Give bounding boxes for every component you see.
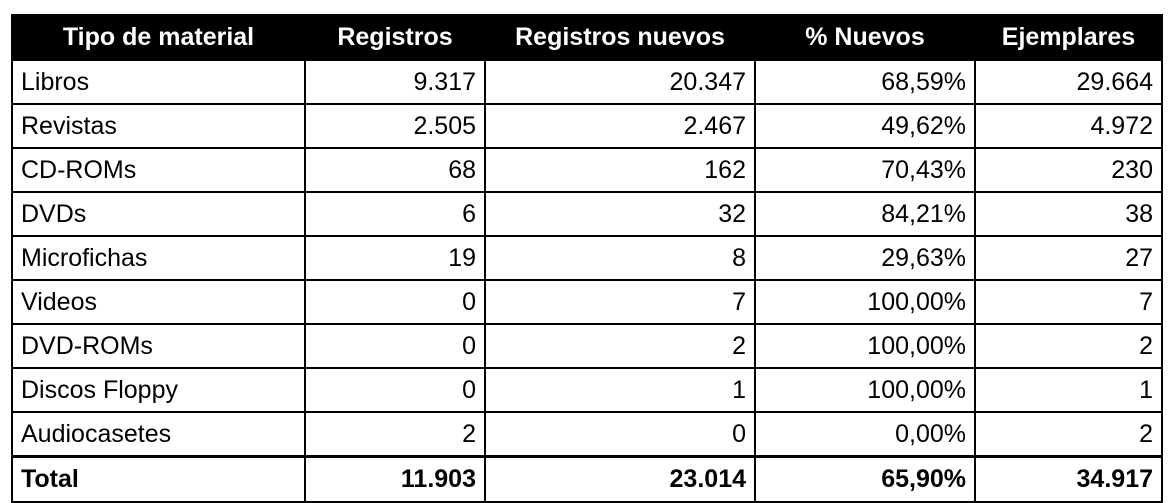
cell-tipo: Libros [11,59,306,105]
cell-registros: 2 [304,411,486,458]
cell-registros: 0 [304,367,486,413]
cell-registros-nuevos: 2 [484,323,756,369]
table-row: DVD-ROMs 0 2 100,00% 2 [11,323,1163,369]
table-row: Revistas 2.505 2.467 49,62% 4.972 [11,103,1163,149]
cell-porcentaje-nuevos: 70,43% [754,147,976,193]
cell-registros-nuevos: 1 [484,367,756,413]
cell-tipo: Audiocasetes [11,411,306,458]
cell-registros: 19 [304,235,486,281]
cell-registros-nuevos: 0 [484,411,756,458]
cell-registros-nuevos: 7 [484,279,756,325]
header-row: Tipo de material Registros Registros nue… [11,14,1163,61]
cell-porcentaje-nuevos: 100,00% [754,323,976,369]
cell-tipo: Microfichas [11,235,306,281]
cell-registros-nuevos: 8 [484,235,756,281]
cell-registros: 2.505 [304,103,486,149]
total-registros: 11.903 [304,455,486,503]
cell-ejemplares: 7 [974,279,1163,325]
cell-registros-nuevos: 32 [484,191,756,237]
table-row: DVDs 6 32 84,21% 38 [11,191,1163,237]
table-row: Discos Floppy 0 1 100,00% 1 [11,367,1163,413]
header-cell-tipo-de-material: Tipo de material [11,14,306,61]
cell-registros-nuevos: 2.467 [484,103,756,149]
header-cell-porcentaje-nuevos: % Nuevos [754,14,976,61]
materials-table: Tipo de material Registros Registros nue… [11,14,1163,503]
total-label: Total [11,455,306,503]
cell-ejemplares: 1 [974,367,1163,413]
cell-porcentaje-nuevos: 100,00% [754,279,976,325]
cell-registros: 6 [304,191,486,237]
total-ejemplares: 34.917 [974,455,1163,503]
cell-porcentaje-nuevos: 68,59% [754,59,976,105]
cell-registros: 0 [304,323,486,369]
table-body: Libros 9.317 20.347 68,59% 29.664 Revist… [11,59,1163,503]
cell-tipo: Videos [11,279,306,325]
cell-registros: 68 [304,147,486,193]
total-row: Total 11.903 23.014 65,90% 34.917 [11,455,1163,503]
cell-ejemplares: 29.664 [974,59,1163,105]
header-cell-registros: Registros [304,14,486,61]
cell-porcentaje-nuevos: 29,63% [754,235,976,281]
cell-registros-nuevos: 20.347 [484,59,756,105]
table-header: Tipo de material Registros Registros nue… [11,14,1163,61]
cell-tipo: CD-ROMs [11,147,306,193]
table-row: Libros 9.317 20.347 68,59% 29.664 [11,59,1163,105]
cell-registros-nuevos: 162 [484,147,756,193]
table-row: Audiocasetes 2 0 0,00% 2 [11,411,1163,458]
cell-ejemplares: 27 [974,235,1163,281]
total-porcentaje-nuevos: 65,90% [754,455,976,503]
header-cell-ejemplares: Ejemplares [974,14,1163,61]
header-cell-registros-nuevos: Registros nuevos [484,14,756,61]
table-row: CD-ROMs 68 162 70,43% 230 [11,147,1163,193]
cell-ejemplares: 4.972 [974,103,1163,149]
total-registros-nuevos: 23.014 [484,455,756,503]
cell-ejemplares: 38 [974,191,1163,237]
cell-porcentaje-nuevos: 0,00% [754,411,976,458]
cell-ejemplares: 230 [974,147,1163,193]
cell-registros: 0 [304,279,486,325]
cell-porcentaje-nuevos: 49,62% [754,103,976,149]
cell-ejemplares: 2 [974,411,1163,458]
cell-tipo: DVDs [11,191,306,237]
cell-porcentaje-nuevos: 84,21% [754,191,976,237]
table-row: Videos 0 7 100,00% 7 [11,279,1163,325]
cell-registros: 9.317 [304,59,486,105]
cell-tipo: Revistas [11,103,306,149]
table-row: Microfichas 19 8 29,63% 27 [11,235,1163,281]
cell-porcentaje-nuevos: 100,00% [754,367,976,413]
cell-ejemplares: 2 [974,323,1163,369]
cell-tipo: DVD-ROMs [11,323,306,369]
cell-tipo: Discos Floppy [11,367,306,413]
